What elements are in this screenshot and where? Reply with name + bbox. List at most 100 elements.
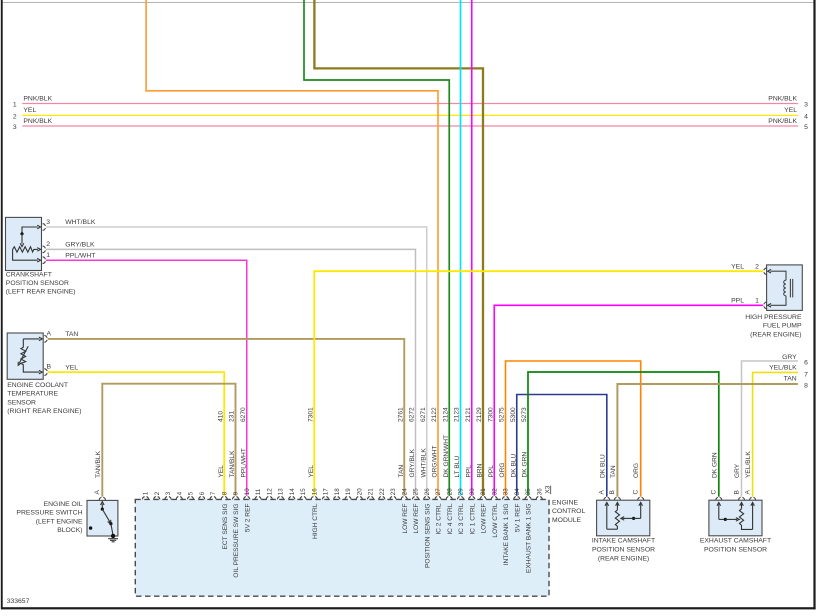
svg-text:9: 9: [233, 491, 240, 495]
svg-text:2: 2: [46, 241, 50, 248]
svg-text:HIGH CTRL: HIGH CTRL: [312, 503, 319, 539]
svg-text:GRY/BLK: GRY/BLK: [409, 448, 416, 477]
svg-text:WHT/BLK: WHT/BLK: [420, 448, 427, 478]
svg-text:DK BLU: DK BLU: [599, 454, 606, 478]
svg-text:1: 1: [13, 102, 17, 109]
svg-text:POSITION SENSOR: POSITION SENSOR: [592, 547, 655, 554]
svg-text:GRY/BLK: GRY/BLK: [65, 242, 95, 249]
svg-text:4: 4: [804, 114, 808, 121]
svg-text:31: 31: [480, 488, 487, 495]
svg-text:B: B: [733, 490, 740, 495]
svg-text:YEL: YEL: [23, 107, 36, 114]
svg-text:POSITION SENS SIG: POSITION SENS SIG: [424, 504, 431, 569]
svg-text:OIL PRESSURE SW SIG: OIL PRESSURE SW SIG: [233, 504, 240, 578]
svg-text:TAN/BLK: TAN/BLK: [229, 450, 236, 478]
svg-text:1: 1: [755, 298, 759, 305]
svg-text:6271: 6271: [420, 407, 427, 422]
svg-text:23: 23: [390, 488, 397, 495]
svg-text:3: 3: [13, 124, 17, 131]
svg-text:YEL: YEL: [65, 364, 78, 371]
svg-text:ENGINE OIL: ENGINE OIL: [44, 501, 83, 508]
svg-text:PPL/WHT: PPL/WHT: [65, 252, 95, 259]
svg-text:POSITION SENSOR: POSITION SENSOR: [704, 547, 767, 554]
svg-text:PNK/BLK: PNK/BLK: [23, 95, 52, 102]
svg-text:LOW REF: LOW REF: [402, 504, 409, 534]
svg-text:12: 12: [266, 488, 273, 495]
svg-text:8: 8: [221, 491, 228, 495]
svg-text:5V 2 REF: 5V 2 REF: [244, 504, 251, 533]
svg-text:DK GRN: DK GRN: [522, 452, 529, 478]
svg-text:C: C: [633, 490, 640, 495]
svg-text:2122: 2122: [431, 407, 438, 422]
svg-text:1: 1: [143, 491, 150, 495]
svg-text:CRANKSHAFT: CRANKSHAFT: [6, 271, 52, 278]
svg-text:17: 17: [323, 488, 330, 495]
svg-text:6: 6: [199, 491, 206, 495]
svg-text:5: 5: [804, 124, 808, 131]
svg-text:DK GRN: DK GRN: [711, 452, 718, 478]
svg-text:EXHAUST BANK 1 SIG: EXHAUST BANK 1 SIG: [526, 504, 533, 574]
svg-text:33: 33: [503, 488, 510, 495]
svg-text:TAN: TAN: [65, 331, 78, 338]
svg-text:CONTROL: CONTROL: [552, 508, 585, 515]
svg-text:LOW CTRL: LOW CTRL: [492, 503, 499, 537]
svg-text:BRN: BRN: [477, 463, 484, 477]
svg-text:LOW REF: LOW REF: [481, 504, 488, 534]
svg-text:2: 2: [154, 491, 161, 495]
svg-text:6270: 6270: [240, 407, 247, 422]
svg-text:5275: 5275: [499, 407, 506, 422]
svg-text:32: 32: [491, 488, 498, 495]
svg-text:10: 10: [244, 488, 251, 495]
svg-text:29: 29: [458, 488, 465, 495]
svg-text:ORG/WHT: ORG/WHT: [432, 446, 439, 478]
svg-text:35: 35: [525, 488, 532, 495]
svg-text:TAN: TAN: [610, 465, 617, 478]
svg-text:(REAR ENGINE): (REAR ENGINE): [598, 556, 649, 563]
svg-text:PPL/WHT: PPL/WHT: [240, 448, 247, 477]
svg-text:(LEFT REAR ENGINE): (LEFT REAR ENGINE): [6, 289, 76, 296]
svg-text:16: 16: [311, 488, 318, 495]
svg-text:22: 22: [379, 488, 386, 495]
svg-text:PRESSURE SWITCH: PRESSURE SWITCH: [16, 510, 82, 517]
svg-text:C: C: [711, 490, 718, 495]
svg-text:TAN: TAN: [398, 465, 405, 478]
svg-text:B: B: [609, 490, 616, 495]
svg-text:(REAR ENGINE): (REAR ENGINE): [750, 331, 801, 338]
svg-text:(RIGHT REAR ENGINE): (RIGHT REAR ENGINE): [7, 408, 81, 415]
svg-text:7: 7: [210, 491, 217, 495]
svg-text:GRY: GRY: [734, 463, 741, 478]
svg-text:YEL/BLK: YEL/BLK: [769, 364, 797, 371]
svg-text:IC 3 CTRL: IC 3 CTRL: [458, 503, 465, 534]
svg-text:ORG: ORG: [499, 462, 506, 477]
svg-text:INTAKE CAMSHAFT: INTAKE CAMSHAFT: [592, 538, 655, 545]
svg-text:27: 27: [435, 488, 442, 495]
svg-text:14: 14: [289, 488, 296, 495]
svg-text:7: 7: [804, 372, 808, 379]
svg-text:34: 34: [514, 488, 521, 495]
svg-text:1: 1: [46, 252, 50, 259]
svg-text:3: 3: [46, 219, 50, 226]
svg-text:4: 4: [176, 491, 183, 495]
svg-text:30: 30: [469, 488, 476, 495]
svg-text:5V 1 REF: 5V 1 REF: [514, 504, 521, 533]
svg-text:TAN/BLK: TAN/BLK: [95, 450, 102, 478]
svg-text:FUEL PUMP: FUEL PUMP: [763, 323, 802, 330]
svg-text:2: 2: [755, 263, 759, 270]
svg-text:20: 20: [356, 488, 363, 495]
svg-text:WHT/BLK: WHT/BLK: [65, 219, 96, 226]
svg-text:2: 2: [13, 114, 17, 121]
svg-text:6272: 6272: [409, 407, 416, 422]
svg-text:YEL: YEL: [731, 263, 744, 270]
svg-text:2121: 2121: [465, 407, 472, 422]
svg-text:A: A: [599, 490, 606, 495]
svg-text:15: 15: [300, 488, 307, 495]
svg-text:INTAKE BANK 1 SIG: INTAKE BANK 1 SIG: [503, 504, 510, 566]
svg-text:LT BLU: LT BLU: [454, 456, 461, 478]
svg-text:8: 8: [804, 383, 808, 390]
svg-text:YEL/BLK: YEL/BLK: [745, 451, 752, 478]
svg-text:ECT SENS SIG: ECT SENS SIG: [222, 504, 229, 550]
svg-text:2761: 2761: [397, 407, 404, 422]
svg-text:18: 18: [334, 488, 341, 495]
svg-text:11: 11: [255, 488, 262, 495]
svg-text:3: 3: [804, 102, 808, 109]
